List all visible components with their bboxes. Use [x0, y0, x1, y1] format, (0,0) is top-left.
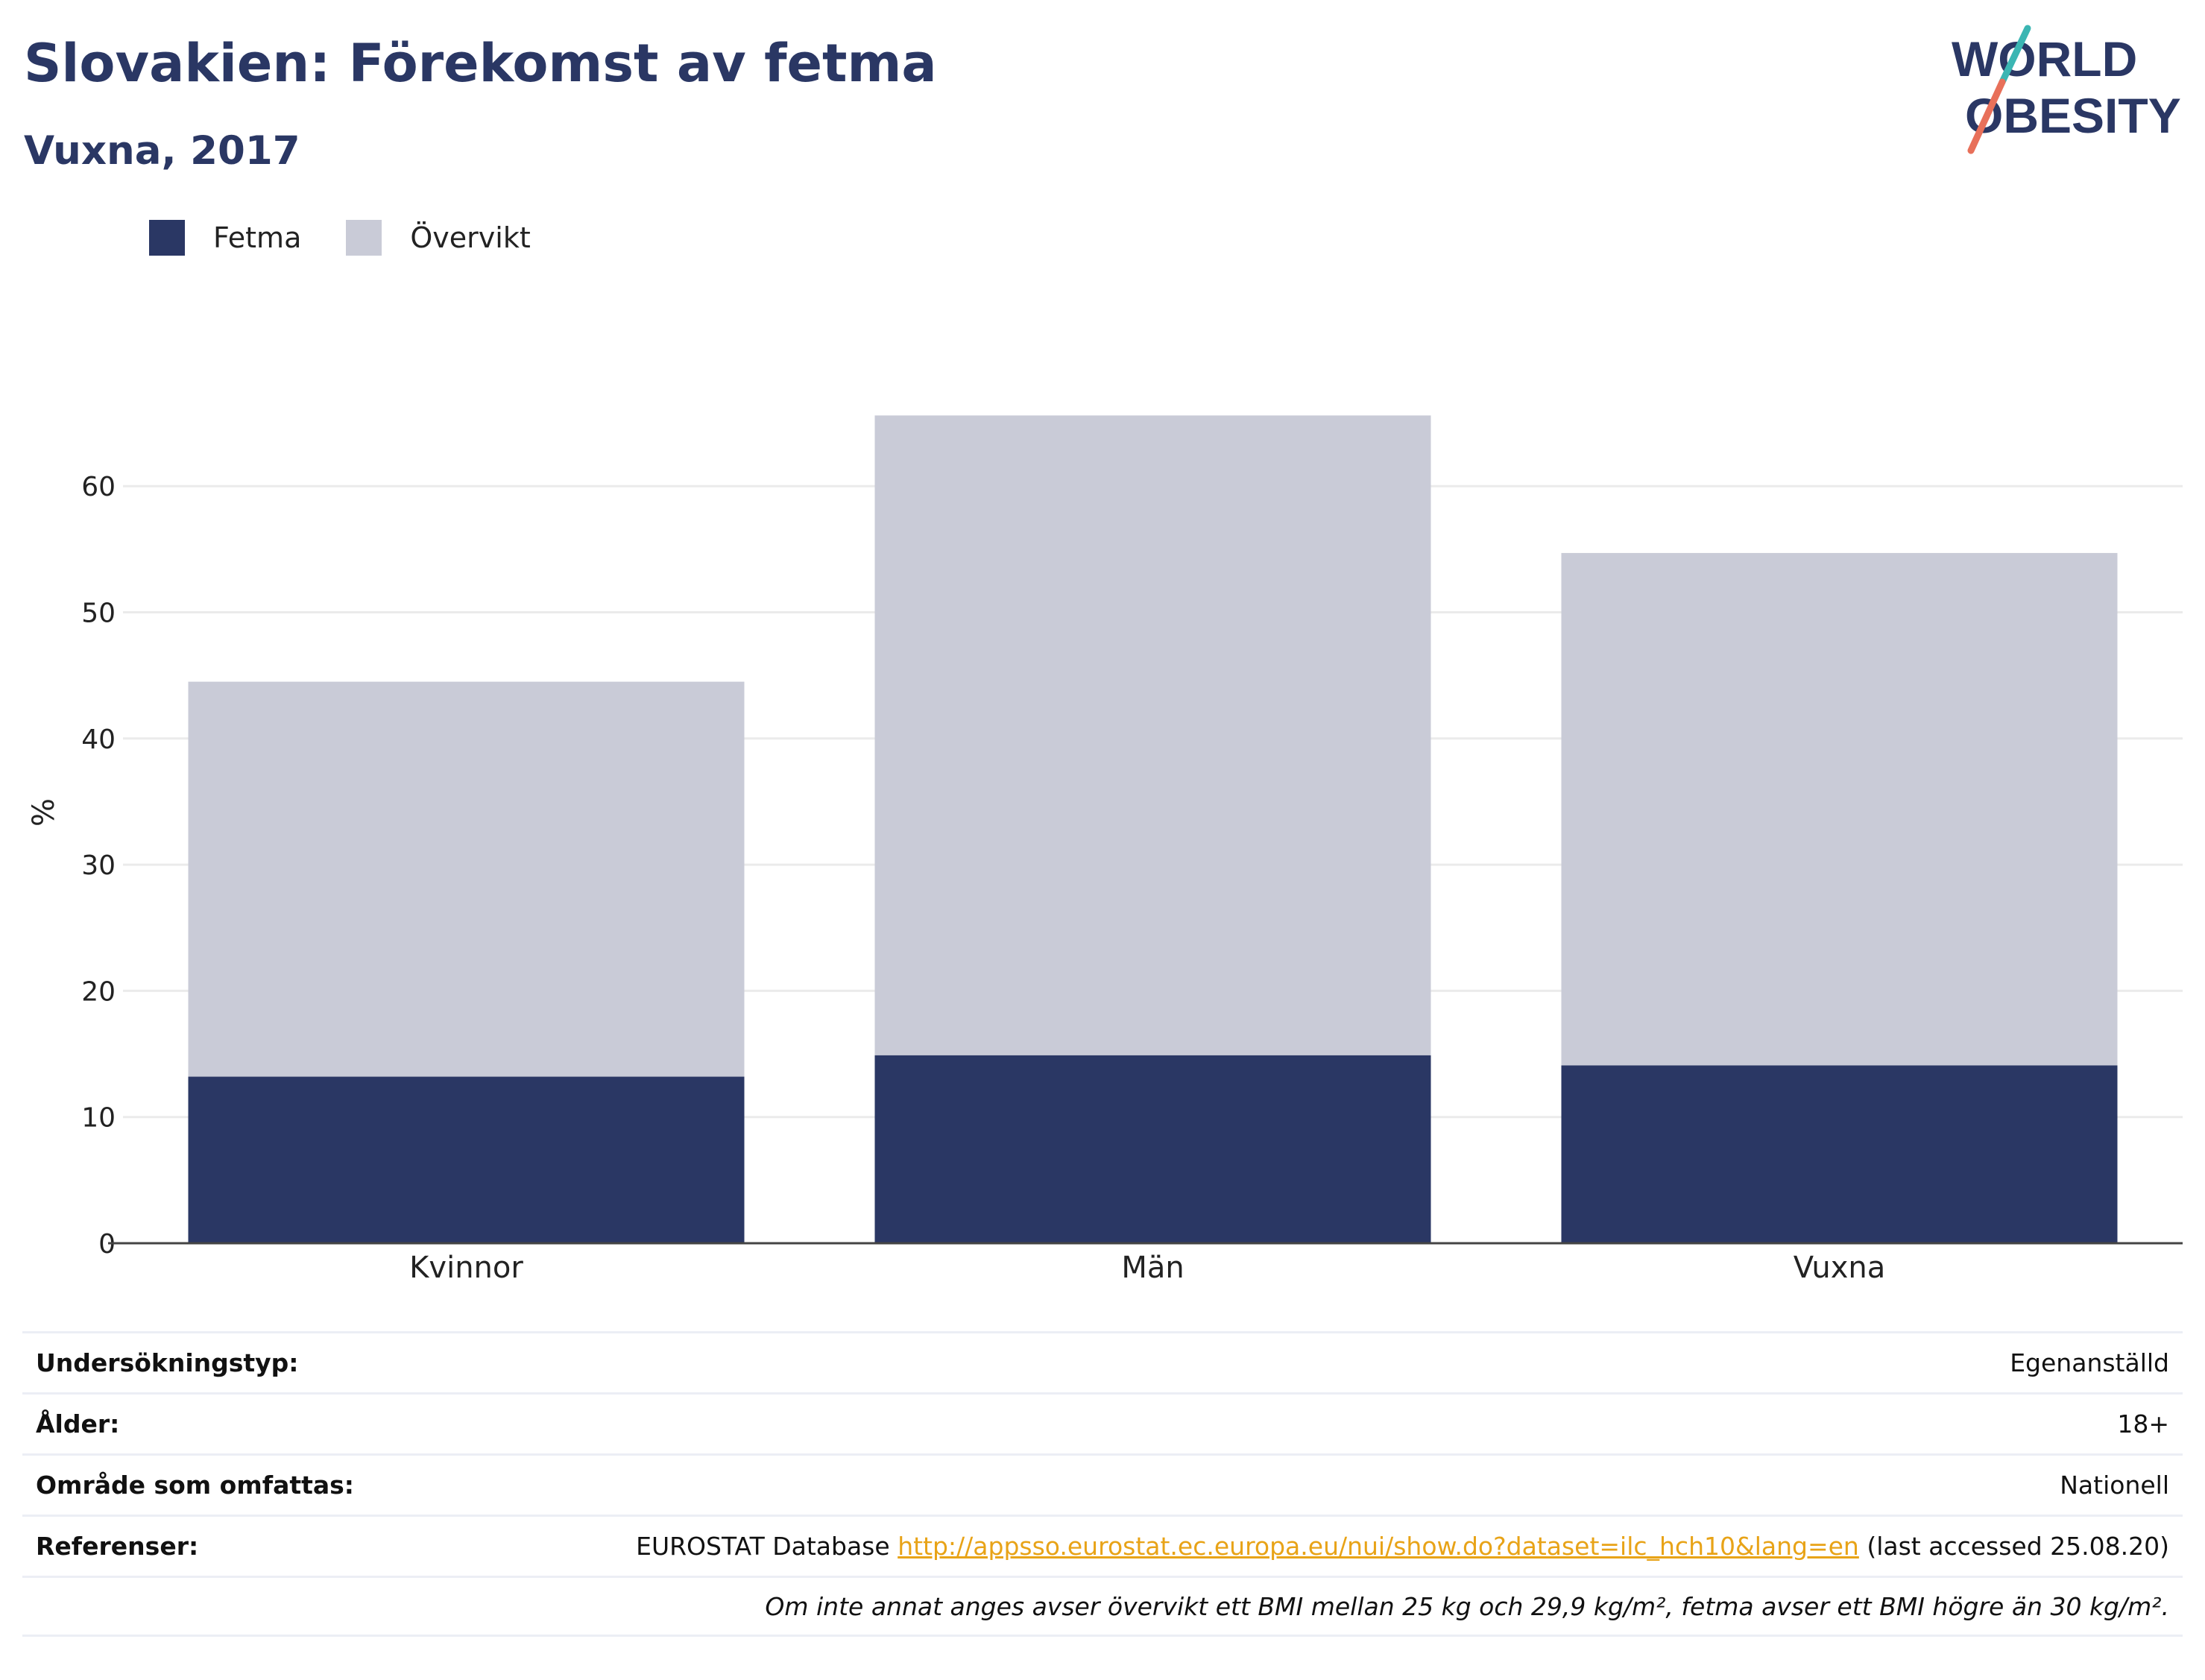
svg-text:WORLD: WORLD — [1952, 31, 2137, 86]
y-tick-label: 40 — [81, 724, 116, 755]
bar-fetma-0 — [188, 1076, 745, 1243]
info-row-note: Om inte annat anges avser övervikt ett B… — [22, 1576, 2183, 1637]
info-value: Nationell — [2060, 1471, 2169, 1500]
reference-suffix: (last accessed 25.08.20) — [1867, 1532, 2169, 1561]
y-tick-label: 20 — [81, 976, 116, 1007]
info-label: Område som omfattas: — [36, 1471, 355, 1500]
info-table: Undersökningstyp: Egenanställd Ålder: 18… — [22, 1331, 2183, 1637]
legend-item-fetma[interactable]: Fetma — [149, 220, 301, 256]
svg-text:OBESITY: OBESITY — [1965, 88, 2181, 143]
x-tick-label: Kvinnor — [409, 1251, 523, 1285]
reference-link[interactable]: http://appsso.eurostat.ec.europa.eu/nui/… — [898, 1532, 1859, 1561]
info-value: EUROSTAT Database http://appsso.eurostat… — [636, 1532, 2169, 1561]
info-value: 18+ — [2117, 1409, 2169, 1439]
y-tick-label: 10 — [81, 1103, 116, 1134]
legend-label-overvikt: Övervikt — [410, 221, 531, 254]
y-tick-label: 60 — [81, 472, 116, 502]
world-obesity-logo: WORLD OBESITY — [1952, 25, 2181, 154]
bar-vervikt-1 — [874, 415, 1431, 1055]
legend-label-fetma: Fetma — [213, 221, 302, 254]
info-row-references: Referenser: EUROSTAT Database http://app… — [22, 1515, 2183, 1576]
legend-item-overvikt[interactable]: Övervikt — [346, 220, 531, 256]
x-tick-label: Vuxna — [1794, 1251, 1886, 1285]
y-tick-label: 50 — [81, 599, 116, 629]
y-axis-label: % — [27, 798, 61, 827]
info-row-survey-type: Undersökningstyp: Egenanställd — [22, 1331, 2183, 1392]
bar-chart: 0 10 20 30 40 50 60% Kvinnor Män Vuxna — [27, 415, 2183, 1285]
info-label: Referenser: — [36, 1532, 199, 1561]
bar-fetma-1 — [874, 1055, 1431, 1243]
y-tick-label: 0 — [98, 1229, 116, 1260]
bar-vervikt-0 — [188, 681, 745, 1077]
chart-legend: Fetma Övervikt — [149, 220, 575, 256]
legend-swatch-overvikt — [346, 220, 382, 256]
info-row-age: Ålder: 18+ — [22, 1392, 2183, 1453]
info-label: Undersökningstyp: — [36, 1348, 299, 1377]
info-row-coverage: Område som omfattas: Nationell — [22, 1453, 2183, 1515]
page-subtitle: Vuxna, 2017 — [24, 128, 300, 174]
reference-prefix: EUROSTAT Database — [636, 1532, 890, 1561]
info-value: Egenanställd — [2010, 1348, 2169, 1377]
bmi-note: Om inte annat anges avser övervikt ett B… — [765, 1591, 2169, 1621]
page-title: Slovakien: Förekomst av fetma — [24, 33, 937, 94]
bar-fetma-2 — [1561, 1065, 2118, 1243]
y-tick-label: 30 — [81, 850, 116, 881]
info-label: Ålder: — [36, 1409, 120, 1439]
legend-swatch-fetma — [149, 220, 185, 256]
x-tick-label: Män — [1121, 1251, 1184, 1285]
bar-vervikt-2 — [1561, 552, 2118, 1066]
